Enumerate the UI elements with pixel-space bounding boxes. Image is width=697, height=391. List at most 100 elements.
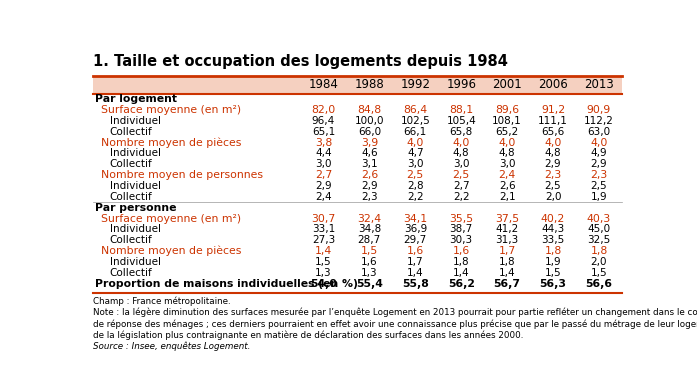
Text: 55,4: 55,4	[356, 279, 383, 289]
Text: Surface moyenne (en m²): Surface moyenne (en m²)	[100, 105, 240, 115]
Text: 1,7: 1,7	[498, 246, 516, 256]
Text: 2,4: 2,4	[498, 170, 516, 180]
Text: 90,9: 90,9	[587, 105, 611, 115]
Text: 66,0: 66,0	[358, 127, 381, 136]
Text: 65,2: 65,2	[496, 127, 519, 136]
Text: Individuel: Individuel	[110, 224, 161, 235]
Text: 1,3: 1,3	[361, 268, 378, 278]
Text: 2,5: 2,5	[406, 170, 424, 180]
Text: 66,1: 66,1	[404, 127, 427, 136]
Text: 3,0: 3,0	[453, 159, 470, 169]
Text: 45,0: 45,0	[588, 224, 611, 235]
Text: 56,7: 56,7	[493, 279, 521, 289]
Text: Note : la légère diminution des surfaces mesurée par l’enquête Logement en 2013 : Note : la légère diminution des surfaces…	[93, 308, 697, 317]
Text: Individuel: Individuel	[110, 148, 161, 158]
Text: Surface moyenne (en m²): Surface moyenne (en m²)	[100, 213, 240, 224]
Text: 4,9: 4,9	[590, 148, 607, 158]
Text: 1,5: 1,5	[545, 268, 561, 278]
Text: 2,9: 2,9	[361, 181, 378, 191]
Text: 1,4: 1,4	[407, 268, 424, 278]
Text: 56,3: 56,3	[539, 279, 567, 289]
Text: 2006: 2006	[538, 78, 568, 91]
Text: 86,4: 86,4	[404, 105, 427, 115]
Text: Collectif: Collectif	[110, 268, 153, 278]
Text: 2,6: 2,6	[361, 170, 378, 180]
Text: 102,5: 102,5	[400, 116, 430, 126]
Text: 1992: 1992	[400, 78, 430, 91]
Text: 1,9: 1,9	[590, 192, 607, 202]
Text: 1,6: 1,6	[452, 246, 470, 256]
Text: 4,6: 4,6	[361, 148, 378, 158]
Text: 55,8: 55,8	[402, 279, 429, 289]
Text: Source : Insee, enquêtes Logement.: Source : Insee, enquêtes Logement.	[93, 341, 250, 351]
Text: 40,3: 40,3	[587, 213, 611, 224]
Text: Individuel: Individuel	[110, 257, 161, 267]
Text: 1,4: 1,4	[453, 268, 470, 278]
Text: 3,0: 3,0	[407, 159, 424, 169]
Text: 4,8: 4,8	[453, 148, 470, 158]
Text: 112,2: 112,2	[584, 116, 614, 126]
Text: 84,8: 84,8	[358, 105, 381, 115]
Text: 34,1: 34,1	[404, 213, 427, 224]
Text: 2,8: 2,8	[407, 181, 424, 191]
Text: 111,1: 111,1	[538, 116, 568, 126]
Text: 2,7: 2,7	[315, 170, 332, 180]
Text: 1,8: 1,8	[590, 246, 608, 256]
Text: 2,9: 2,9	[590, 159, 607, 169]
Text: Collectif: Collectif	[110, 127, 153, 136]
Text: 3,0: 3,0	[315, 159, 332, 169]
Text: Individuel: Individuel	[110, 181, 161, 191]
Text: 30,7: 30,7	[312, 213, 335, 224]
Text: 56,2: 56,2	[447, 279, 475, 289]
Text: 44,3: 44,3	[542, 224, 565, 235]
Text: Nombre moyen de personnes: Nombre moyen de personnes	[100, 170, 263, 180]
Text: 37,5: 37,5	[495, 213, 519, 224]
Text: 4,4: 4,4	[315, 148, 332, 158]
Text: 2,3: 2,3	[544, 170, 562, 180]
Text: 35,5: 35,5	[449, 213, 473, 224]
Text: Par personne: Par personne	[95, 203, 177, 213]
Text: 2013: 2013	[584, 78, 614, 91]
Text: 1,4: 1,4	[315, 246, 332, 256]
Text: 2,4: 2,4	[315, 192, 332, 202]
Text: 1996: 1996	[446, 78, 476, 91]
Text: 3,0: 3,0	[499, 159, 515, 169]
Text: 2,6: 2,6	[499, 181, 515, 191]
Text: 1. Taille et occupation des logements depuis 1984: 1. Taille et occupation des logements de…	[93, 54, 507, 70]
Text: 1988: 1988	[355, 78, 384, 91]
Text: 54,0: 54,0	[310, 279, 337, 289]
Text: 2,3: 2,3	[361, 192, 378, 202]
Text: 2,9: 2,9	[315, 181, 332, 191]
Text: 2001: 2001	[492, 78, 522, 91]
Text: 28,7: 28,7	[358, 235, 381, 246]
Text: 1984: 1984	[309, 78, 338, 91]
Text: 32,4: 32,4	[358, 213, 381, 224]
Text: 33,5: 33,5	[542, 235, 565, 246]
Text: 1,8: 1,8	[499, 257, 515, 267]
Text: 1,4: 1,4	[499, 268, 515, 278]
Text: 38,7: 38,7	[450, 224, 473, 235]
Text: 3,8: 3,8	[315, 138, 332, 147]
Text: 4,7: 4,7	[407, 148, 424, 158]
Text: 2,7: 2,7	[453, 181, 470, 191]
Text: 1,5: 1,5	[315, 257, 332, 267]
Text: 65,6: 65,6	[542, 127, 565, 136]
Text: 89,6: 89,6	[495, 105, 519, 115]
Text: 1,5: 1,5	[361, 246, 378, 256]
Text: 4,0: 4,0	[590, 138, 608, 147]
Text: 4,0: 4,0	[498, 138, 516, 147]
Text: 105,4: 105,4	[446, 116, 476, 126]
Text: 82,0: 82,0	[312, 105, 335, 115]
Text: 3,1: 3,1	[361, 159, 378, 169]
Text: 2,5: 2,5	[452, 170, 470, 180]
Text: Champ : France métropolitaine.: Champ : France métropolitaine.	[93, 297, 230, 306]
Text: 1,9: 1,9	[545, 257, 561, 267]
Text: Collectif: Collectif	[110, 192, 153, 202]
Text: 3,9: 3,9	[361, 138, 378, 147]
Text: de la législation plus contraignante en matière de déclaration des surfaces dans: de la législation plus contraignante en …	[93, 330, 523, 340]
Text: 65,1: 65,1	[312, 127, 335, 136]
Text: 2,2: 2,2	[453, 192, 470, 202]
Text: Nombre moyen de pièces: Nombre moyen de pièces	[100, 137, 241, 148]
Text: 108,1: 108,1	[492, 116, 522, 126]
Text: 2,3: 2,3	[590, 170, 608, 180]
